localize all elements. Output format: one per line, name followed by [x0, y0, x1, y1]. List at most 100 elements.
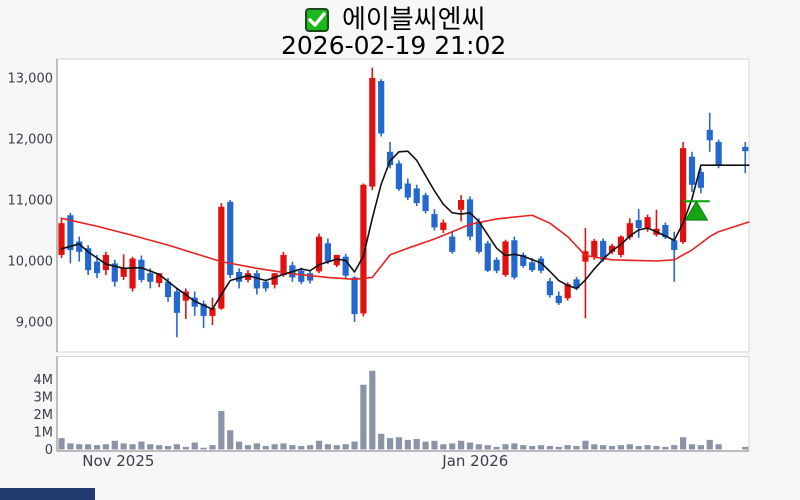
- candle-body: [191, 297, 198, 307]
- volume-bar: [289, 445, 296, 450]
- candle-body: [600, 240, 607, 260]
- candle-body: [138, 259, 145, 280]
- candle-body: [644, 217, 651, 229]
- volume-bar: [608, 446, 616, 450]
- volume-bar: [715, 444, 722, 450]
- volume-bar: [617, 445, 625, 450]
- candle-body: [449, 236, 456, 252]
- candle-body: [111, 263, 118, 282]
- volume-bar: [529, 446, 536, 450]
- candle-body: [67, 215, 74, 251]
- candle-body: [253, 273, 260, 289]
- candle-body: [582, 251, 589, 262]
- series-checkbox[interactable]: [305, 8, 329, 32]
- volume-bar: [236, 441, 243, 450]
- volume-bar: [653, 446, 660, 450]
- volume-bar: [218, 411, 225, 450]
- volume-bar: [324, 444, 331, 450]
- volume-tick-label: 2M: [34, 408, 54, 423]
- volume-bar: [573, 446, 580, 450]
- candle-body: [386, 151, 394, 166]
- chart-datetime: 2026-02-19 21:02: [281, 31, 507, 60]
- candle-body: [333, 254, 340, 266]
- long-moving-average-line: [60, 214, 750, 281]
- volume-bar: [351, 441, 358, 450]
- volume-plot-area: [56, 356, 750, 452]
- volume-bar: [182, 446, 189, 450]
- candle-body: [93, 261, 101, 274]
- volume-bar: [76, 444, 83, 450]
- volume-bar: [688, 444, 696, 450]
- candle-body: [360, 184, 367, 314]
- volume-bar: [422, 441, 429, 450]
- candle-body: [671, 240, 678, 251]
- volume-bar: [102, 444, 109, 450]
- candle-body: [404, 183, 411, 198]
- volume-bar: [129, 444, 136, 450]
- volume-tick-label: 0: [45, 443, 53, 458]
- volume-tick-label: 3M: [34, 391, 54, 406]
- candle-body: [298, 270, 305, 282]
- candle-body: [635, 220, 642, 229]
- volume-bar: [191, 442, 198, 450]
- volume-bar: [386, 438, 394, 450]
- volume-bar: [484, 445, 491, 450]
- volume-bar: [537, 445, 545, 450]
- volume-bar: [449, 443, 456, 450]
- candle-body: [466, 199, 474, 237]
- candle-body: [511, 240, 518, 278]
- candle-body: [324, 243, 331, 262]
- candle-body: [218, 206, 225, 309]
- candle-body: [200, 303, 207, 316]
- volume-bar: [369, 370, 376, 450]
- volume-bar: [307, 445, 314, 450]
- volume-bar: [253, 443, 260, 450]
- candle-body: [262, 281, 269, 289]
- candle-body: [76, 241, 83, 252]
- volume-bar: [85, 444, 92, 450]
- candle-body: [626, 223, 633, 238]
- buy-signal-triangle: [684, 200, 709, 221]
- candle-body: [529, 262, 536, 271]
- candle-body: [537, 258, 545, 271]
- volume-bar: [298, 446, 305, 450]
- volume-bar: [440, 444, 447, 450]
- volume-bar: [546, 446, 553, 450]
- volume-tick-label: 1M: [34, 426, 54, 441]
- volume-bar: [475, 444, 482, 450]
- short-moving-average-line: [60, 150, 750, 310]
- volume-bar: [262, 446, 269, 450]
- volume-bar: [697, 445, 704, 450]
- volume-bar: [458, 440, 465, 450]
- volume-bar: [244, 445, 252, 450]
- candle-body: [227, 201, 234, 276]
- volume-bar: [404, 439, 411, 450]
- candle-body: [147, 273, 154, 282]
- volume-bar: [120, 443, 127, 450]
- candle-body: [378, 81, 385, 134]
- volume-bar: [209, 445, 216, 450]
- volume-bar: [280, 443, 287, 450]
- candle-body: [555, 295, 562, 304]
- candle-body: [484, 243, 491, 271]
- candle-body: [102, 254, 109, 271]
- x-axis-label: Jan 2026: [441, 452, 508, 470]
- candle-body: [573, 279, 580, 289]
- candle-body: [608, 245, 616, 252]
- chart-title: 에이블씨엔씨: [342, 5, 486, 35]
- candle-body: [129, 258, 136, 289]
- candle-body: [697, 171, 704, 188]
- candle-body: [236, 271, 243, 282]
- candle-body: [351, 277, 358, 315]
- candle-body: [458, 200, 465, 210]
- title-row: 에이블씨엔씨: [305, 5, 486, 35]
- candle-body: [271, 273, 278, 285]
- volume-bar: [564, 445, 571, 450]
- volume-bar: [342, 444, 349, 450]
- volume-tick-label: 4M: [34, 373, 54, 388]
- candle-body: [315, 236, 323, 272]
- candle-body: [164, 281, 172, 297]
- volume-bar: [156, 445, 163, 450]
- candle-body: [546, 281, 553, 296]
- volume-bar: [555, 446, 562, 450]
